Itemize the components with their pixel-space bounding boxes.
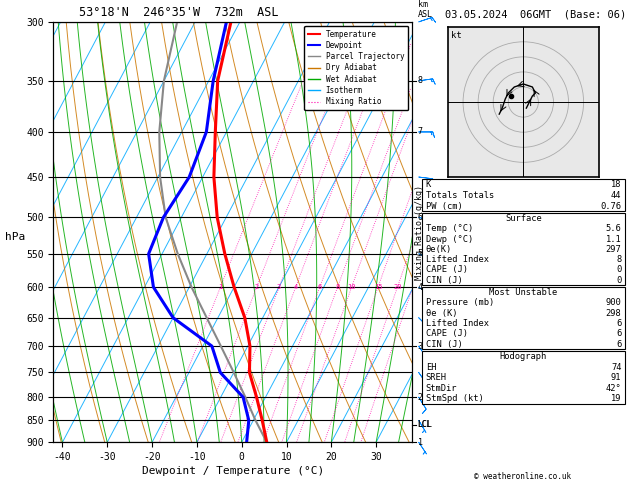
- Text: 3: 3: [277, 284, 281, 290]
- Y-axis label: hPa: hPa: [5, 232, 25, 242]
- Text: 03.05.2024  06GMT  (Base: 06): 03.05.2024 06GMT (Base: 06): [445, 9, 626, 19]
- Text: CAPE (J): CAPE (J): [426, 265, 468, 275]
- Text: 1: 1: [218, 284, 223, 290]
- Text: 74: 74: [611, 363, 621, 372]
- Text: Totals Totals: Totals Totals: [426, 191, 494, 200]
- Text: 53°18'N  246°35'W  732m  ASL: 53°18'N 246°35'W 732m ASL: [79, 6, 278, 19]
- Text: 91: 91: [611, 373, 621, 382]
- Text: CIN (J): CIN (J): [426, 276, 462, 285]
- Text: © weatheronline.co.uk: © weatheronline.co.uk: [474, 472, 572, 481]
- Text: 6: 6: [318, 284, 322, 290]
- Text: K: K: [426, 180, 431, 189]
- Text: 0: 0: [616, 265, 621, 275]
- Text: 297: 297: [606, 245, 621, 254]
- Text: 900: 900: [606, 298, 621, 307]
- Text: Temp (°C): Temp (°C): [426, 224, 473, 233]
- Text: Hodograph: Hodograph: [499, 352, 547, 361]
- Text: 0: 0: [616, 276, 621, 285]
- Text: 1: 1: [418, 438, 423, 447]
- Text: Surface: Surface: [505, 214, 542, 223]
- Text: 7: 7: [418, 127, 423, 137]
- Text: LCL: LCL: [418, 420, 433, 429]
- Text: 1.1: 1.1: [606, 235, 621, 243]
- Text: θe (K): θe (K): [426, 309, 457, 318]
- Text: 4: 4: [418, 282, 423, 292]
- Text: 5: 5: [418, 249, 423, 259]
- Text: Pressure (mb): Pressure (mb): [426, 298, 494, 307]
- Text: 15: 15: [374, 284, 382, 290]
- Text: 3: 3: [418, 342, 423, 350]
- Text: 42°: 42°: [606, 383, 621, 393]
- Text: StmSpd (kt): StmSpd (kt): [426, 394, 484, 403]
- Text: 4: 4: [294, 284, 298, 290]
- Text: StmDir: StmDir: [426, 383, 457, 393]
- Text: Mixing Ratio (g/kg): Mixing Ratio (g/kg): [415, 185, 424, 279]
- Text: 44: 44: [611, 191, 621, 200]
- Text: EH: EH: [426, 363, 437, 372]
- Text: 298: 298: [606, 309, 621, 318]
- Text: Dewp (°C): Dewp (°C): [426, 235, 473, 243]
- Text: 6: 6: [418, 213, 423, 222]
- Text: km
ASL: km ASL: [418, 0, 433, 19]
- Text: Lifted Index: Lifted Index: [426, 255, 489, 264]
- Text: 2: 2: [255, 284, 259, 290]
- Text: 2: 2: [418, 393, 423, 402]
- Text: 8: 8: [616, 255, 621, 264]
- Text: SREH: SREH: [426, 373, 447, 382]
- Text: LCL: LCL: [418, 420, 431, 429]
- Text: Lifted Index: Lifted Index: [426, 319, 489, 328]
- Text: 6: 6: [616, 340, 621, 349]
- Text: 18: 18: [611, 180, 621, 189]
- Legend: Temperature, Dewpoint, Parcel Trajectory, Dry Adiabat, Wet Adiabat, Isotherm, Mi: Temperature, Dewpoint, Parcel Trajectory…: [304, 26, 408, 110]
- Text: kt: kt: [451, 31, 462, 40]
- Text: 20: 20: [393, 284, 402, 290]
- Text: 19: 19: [611, 394, 621, 403]
- Text: 6: 6: [616, 330, 621, 338]
- X-axis label: Dewpoint / Temperature (°C): Dewpoint / Temperature (°C): [142, 466, 324, 476]
- Text: CAPE (J): CAPE (J): [426, 330, 468, 338]
- Text: 0.76: 0.76: [601, 202, 621, 210]
- Text: 8: 8: [418, 76, 423, 86]
- Text: CIN (J): CIN (J): [426, 340, 462, 349]
- Text: 10: 10: [347, 284, 356, 290]
- Text: Most Unstable: Most Unstable: [489, 288, 557, 297]
- Text: PW (cm): PW (cm): [426, 202, 462, 210]
- Text: 6: 6: [616, 319, 621, 328]
- Text: 5.6: 5.6: [606, 224, 621, 233]
- Text: θe(K): θe(K): [426, 245, 452, 254]
- Text: 8: 8: [335, 284, 340, 290]
